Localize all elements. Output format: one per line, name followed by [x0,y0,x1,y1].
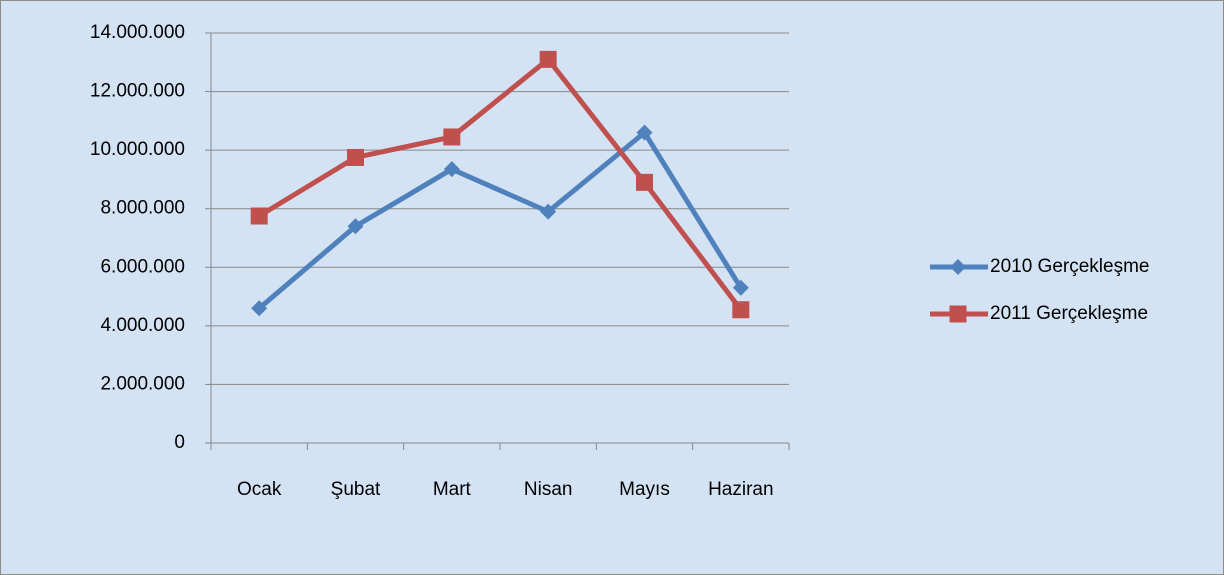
legend-label: 2010 Gerçekleşme [990,256,1149,277]
y-tick-label: 0 [174,432,185,453]
legend-marker [950,259,966,275]
y-tick-label: 2.000.000 [100,373,185,394]
y-tick-label: 10.000.000 [90,139,185,160]
data-point [347,148,364,166]
x-tick-label: Mart [433,479,472,500]
legend-marker [949,305,967,323]
data-point [636,173,653,191]
data-point [732,279,749,296]
data-point [539,50,557,68]
series-line [257,56,743,312]
x-tick-label: Nisan [524,479,573,500]
data-point [250,207,268,225]
y-tick-label: 12.000.000 [90,81,185,102]
y-tick-label: 14.000.000 [90,22,185,43]
data-point [251,300,268,317]
data-point [636,124,653,141]
series-line [257,130,743,311]
x-tick-label: Şubat [331,479,381,500]
data-point [443,161,460,178]
data-point [443,128,461,146]
legend-label: 2011 Gerçekleşme [990,303,1148,324]
x-tick-label: Ocak [237,479,282,500]
data-point [732,301,750,319]
y-tick-label: 6.000.000 [100,256,185,277]
data-point [347,218,364,235]
x-tick-label: Haziran [708,479,773,500]
y-tick-label: 4.000.000 [100,315,185,336]
x-tick-label: Mayıs [619,479,670,500]
data-point [540,203,557,220]
y-tick-label: 8.000.000 [100,198,185,219]
